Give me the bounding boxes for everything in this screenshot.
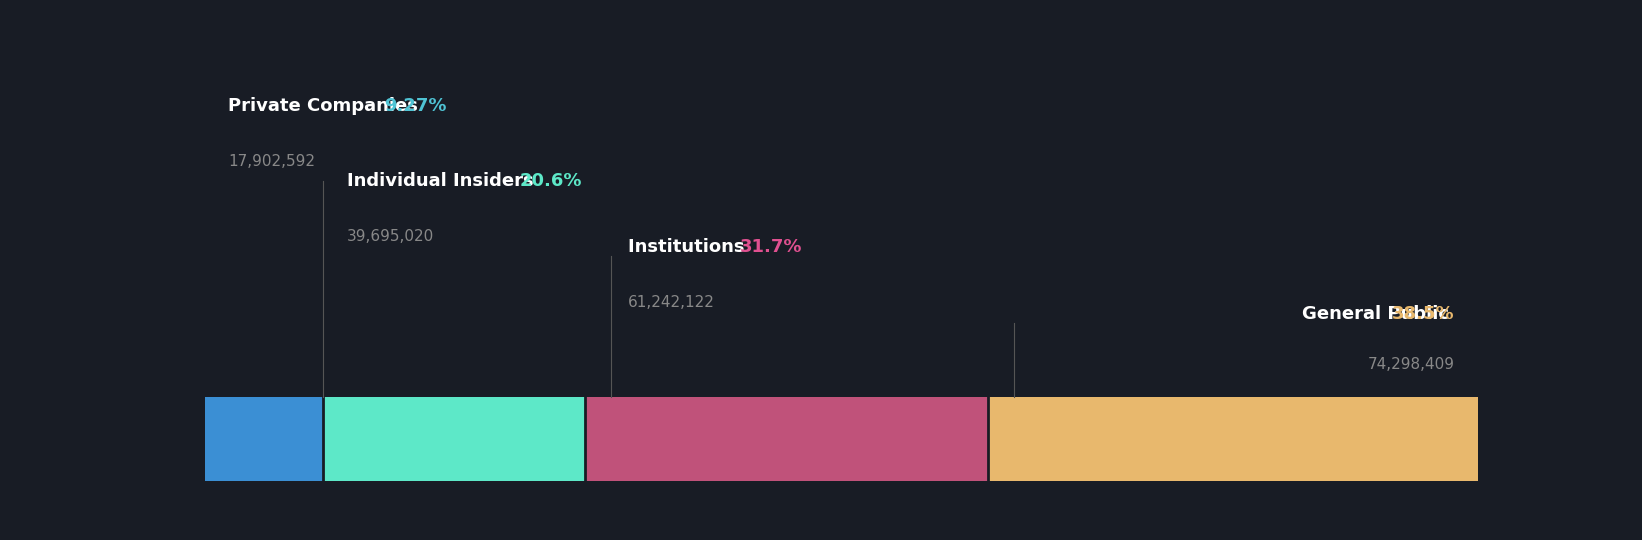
Text: 39,695,020: 39,695,020	[346, 228, 433, 244]
Text: 17,902,592: 17,902,592	[228, 154, 315, 168]
Text: Private Companies: Private Companies	[228, 97, 424, 114]
Bar	[323, 397, 585, 481]
Text: General Public: General Public	[1302, 305, 1455, 322]
Text: 74,298,409: 74,298,409	[1368, 357, 1455, 373]
Text: Institutions: Institutions	[627, 238, 750, 256]
Text: 9.27%: 9.27%	[384, 97, 447, 114]
Bar	[988, 397, 1478, 481]
Text: 61,242,122: 61,242,122	[627, 295, 714, 310]
Text: Individual Insiders: Individual Insiders	[346, 172, 539, 190]
Text: 38.5%: 38.5%	[1392, 305, 1455, 322]
Text: 31.7%: 31.7%	[741, 238, 803, 256]
Bar	[585, 397, 988, 481]
Bar	[205, 397, 323, 481]
Text: 20.6%: 20.6%	[519, 172, 581, 190]
